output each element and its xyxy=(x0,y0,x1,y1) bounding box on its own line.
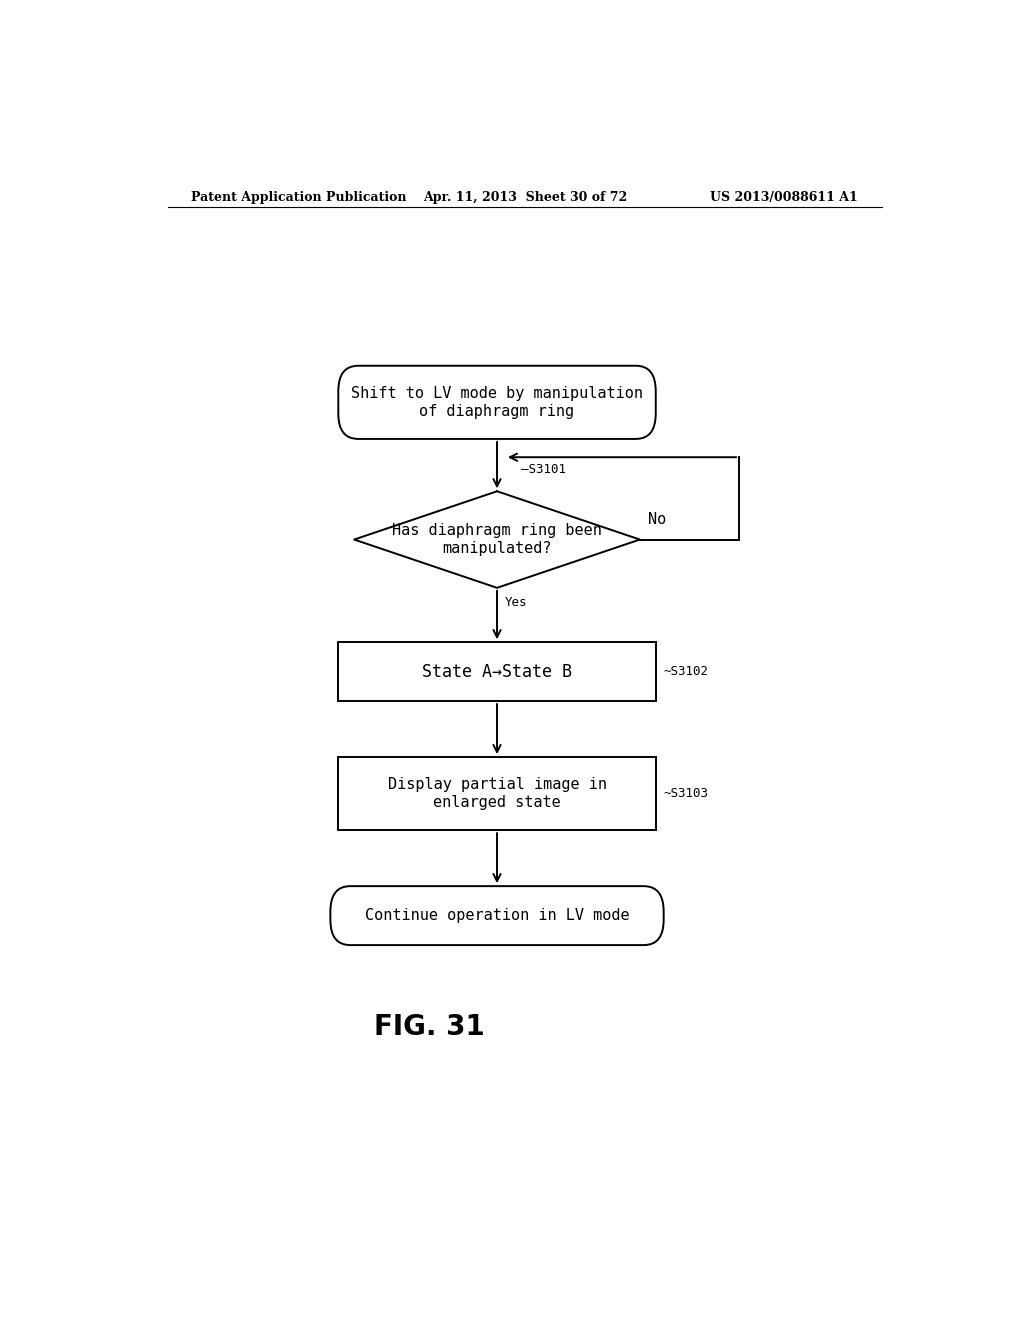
Bar xyxy=(338,643,655,701)
Text: FIG. 31: FIG. 31 xyxy=(374,1014,485,1041)
Text: Display partial image in
enlarged state: Display partial image in enlarged state xyxy=(387,777,606,810)
Text: Yes: Yes xyxy=(505,595,527,609)
Text: Continue operation in LV mode: Continue operation in LV mode xyxy=(365,908,630,923)
Text: —S3101: —S3101 xyxy=(521,463,566,477)
Text: State A→State B: State A→State B xyxy=(422,663,572,681)
FancyBboxPatch shape xyxy=(331,886,664,945)
FancyBboxPatch shape xyxy=(338,366,655,440)
Text: Apr. 11, 2013  Sheet 30 of 72: Apr. 11, 2013 Sheet 30 of 72 xyxy=(423,190,627,203)
Text: No: No xyxy=(648,512,666,528)
Bar xyxy=(338,758,655,830)
Text: ~S3103: ~S3103 xyxy=(664,787,709,800)
Text: ~S3102: ~S3102 xyxy=(664,665,709,678)
Text: Shift to LV mode by manipulation
of diaphragm ring: Shift to LV mode by manipulation of diap… xyxy=(351,387,643,418)
Text: US 2013/0088611 A1: US 2013/0088611 A1 xyxy=(711,190,858,203)
Text: Has diaphragm ring been
manipulated?: Has diaphragm ring been manipulated? xyxy=(392,523,602,556)
Text: Patent Application Publication: Patent Application Publication xyxy=(191,190,407,203)
